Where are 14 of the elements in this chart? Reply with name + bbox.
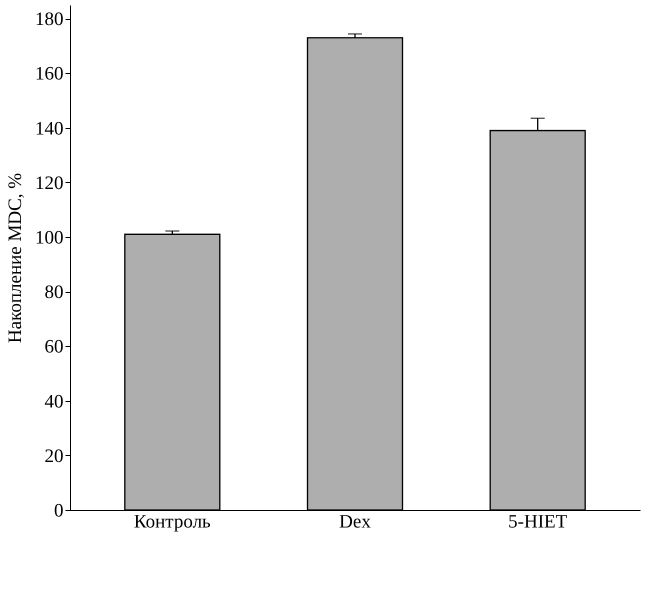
x-tick-label: Контроль bbox=[134, 512, 212, 532]
y-tick-label: 180 bbox=[35, 9, 64, 30]
y-tick-label: 100 bbox=[35, 228, 64, 249]
y-tick-label: 40 bbox=[44, 391, 64, 412]
y-tick-label: 20 bbox=[44, 446, 64, 467]
x-tick-label: 5-HIET bbox=[508, 512, 568, 532]
y-tick-label: 60 bbox=[44, 336, 64, 358]
y-tick-label: 80 bbox=[44, 282, 64, 304]
y-axis-title: Накопление MDC, % bbox=[5, 172, 26, 344]
y-tick-label: 160 bbox=[35, 64, 64, 85]
y-tick-label: 120 bbox=[35, 172, 64, 194]
y-tick-label: 0 bbox=[54, 500, 64, 522]
y-tick-label: 140 bbox=[35, 118, 64, 140]
x-tick-label: Dex bbox=[339, 512, 372, 532]
